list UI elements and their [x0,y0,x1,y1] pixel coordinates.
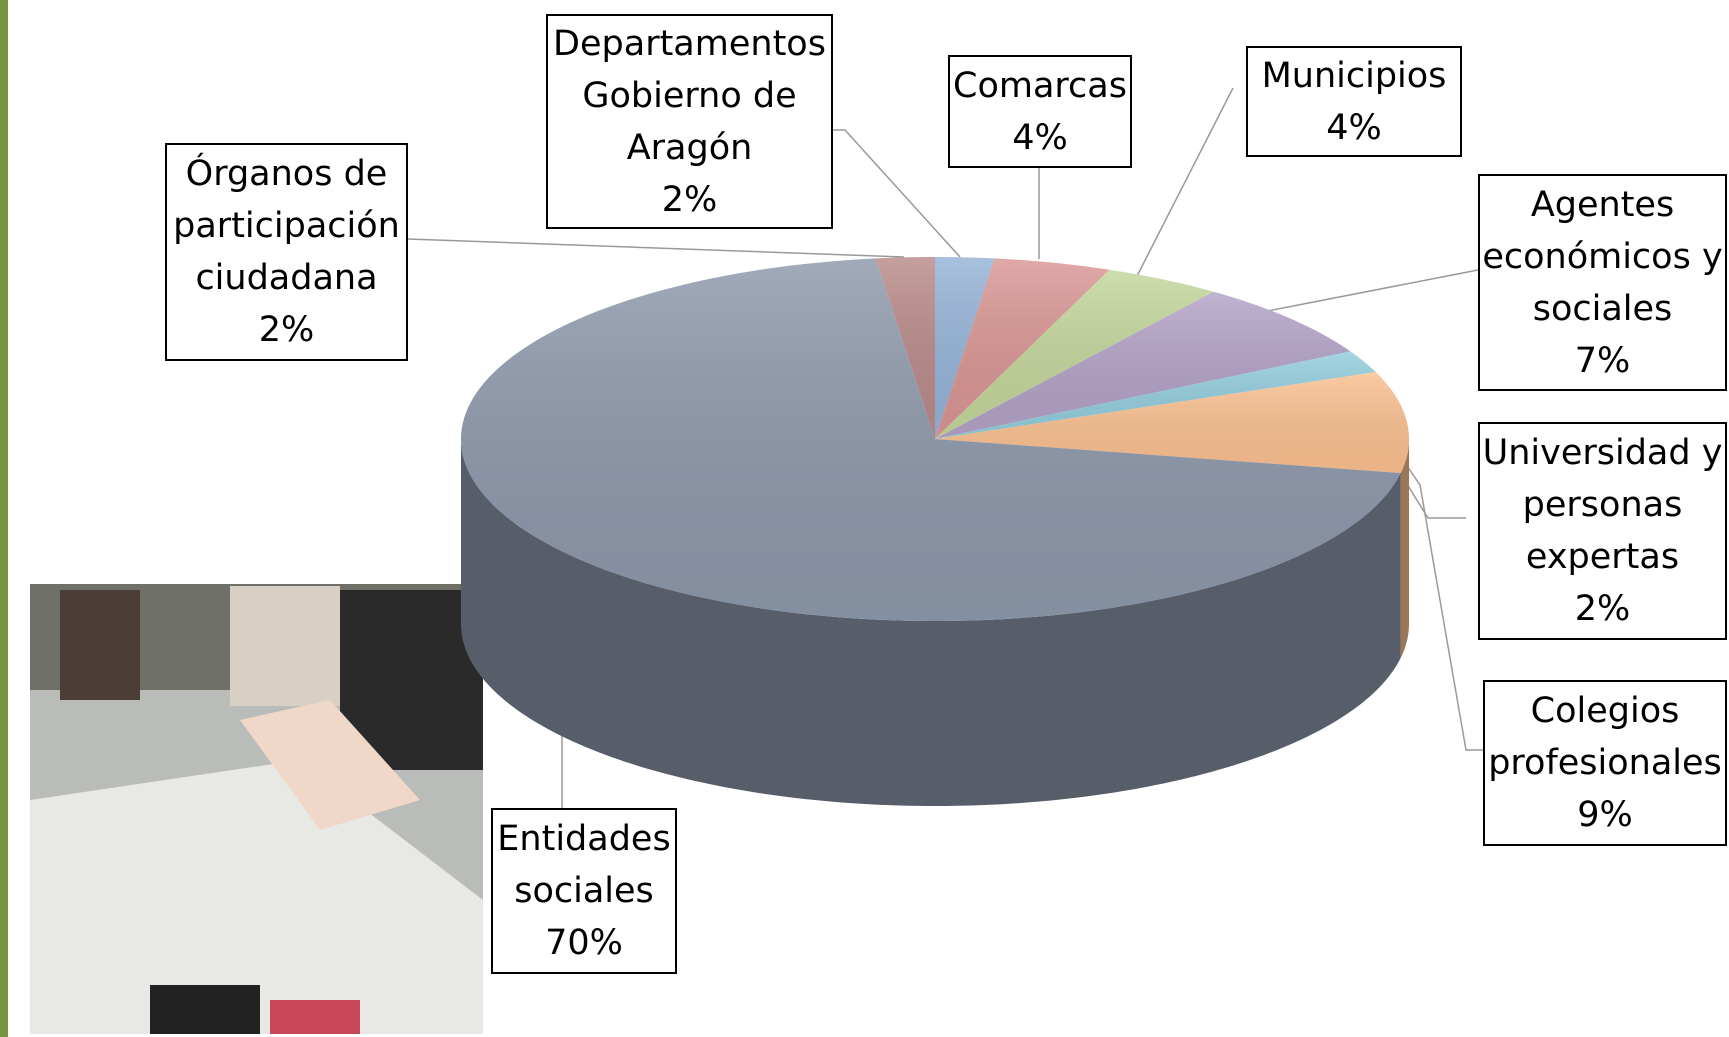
data-label: Universidad y personas expertas 2% [1478,422,1727,640]
slice-shine [935,269,1214,439]
pie-side [1400,439,1409,659]
slice-shine [935,257,995,439]
label-value: 9% [1577,795,1633,835]
label-name: Municipios [1261,55,1447,96]
data-label: Municipios 4% [1246,46,1462,157]
slice-shine [935,258,1110,439]
label-name: Colegios profesionales [1488,691,1722,783]
label-name: Órganos de participación ciudadana [173,154,400,298]
side-bar [0,0,8,1037]
pie [461,257,1409,806]
photo [30,584,483,1034]
data-label: Entidades sociales 70% [491,808,677,974]
label-name: Comarcas [953,65,1127,106]
data-label: Colegios profesionales 9% [1483,680,1727,846]
slice-shine [935,351,1376,439]
label-value: 2% [258,310,315,350]
label-value: 7% [1574,340,1631,381]
label-value: 70% [545,923,623,963]
label-name: Agentes económicos y sociales [1482,184,1723,329]
data-label: Departamentos Gobierno de Aragón 2% [546,14,833,229]
label-value: 4% [1326,107,1382,148]
pie-side [461,439,1401,806]
slice-shine [935,291,1351,439]
label-value: 2% [661,179,718,220]
data-label: Agentes económicos y sociales 7% [1478,174,1727,391]
label-value: 4% [1012,117,1068,158]
label-name: Entidades sociales [497,819,671,911]
label-name: Universidad y personas expertas [1482,433,1723,577]
data-label: Órganos de participación ciudadana 2% [165,143,408,361]
label-value: 2% [1574,589,1631,629]
data-label: Comarcas 4% [948,55,1132,168]
label-name: Departamentos Gobierno de Aragón [553,23,826,168]
slice-shine [461,258,1401,621]
slice-shine [935,372,1409,474]
slice-shine [875,257,935,439]
